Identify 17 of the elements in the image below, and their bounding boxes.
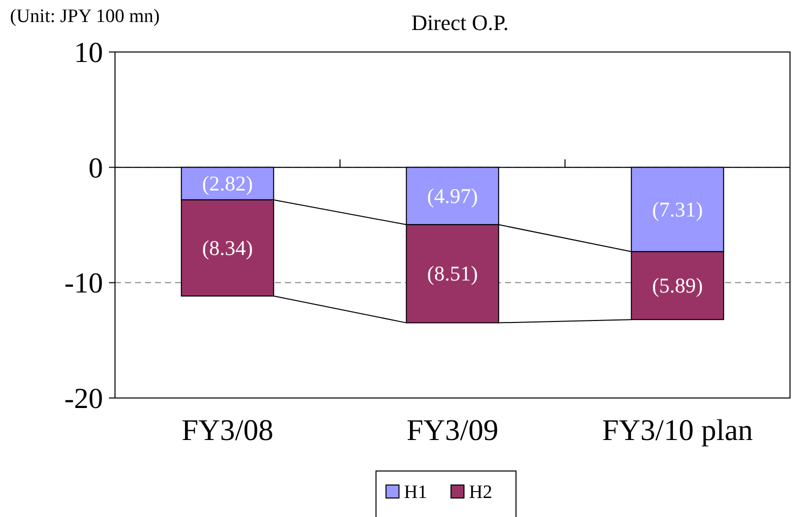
data-label: (8.34) xyxy=(202,236,253,260)
chart-title: Direct O.P. xyxy=(411,10,509,35)
text: (Unit: JPY 100 mn) xyxy=(10,6,160,27)
x-tick-label: FY3/10 plan xyxy=(602,414,753,447)
data-label: (2.82) xyxy=(202,172,253,196)
x-tick-label: FY3/08 xyxy=(182,414,274,447)
y-tick-label: -10 xyxy=(64,268,103,300)
y-tick-label: -20 xyxy=(64,383,103,415)
legend-label: H2 xyxy=(469,482,492,503)
data-label: (7.31) xyxy=(652,197,703,222)
data-label: (4.97) xyxy=(427,184,478,208)
data-label: (5.89) xyxy=(652,274,703,298)
x-tick-label: FY3/09 xyxy=(406,414,498,447)
data-label: (8.51) xyxy=(427,262,478,286)
y-tick-label: 0 xyxy=(88,152,103,184)
y-tick-label: 10 xyxy=(74,37,103,69)
legend-label: H1 xyxy=(404,482,428,503)
